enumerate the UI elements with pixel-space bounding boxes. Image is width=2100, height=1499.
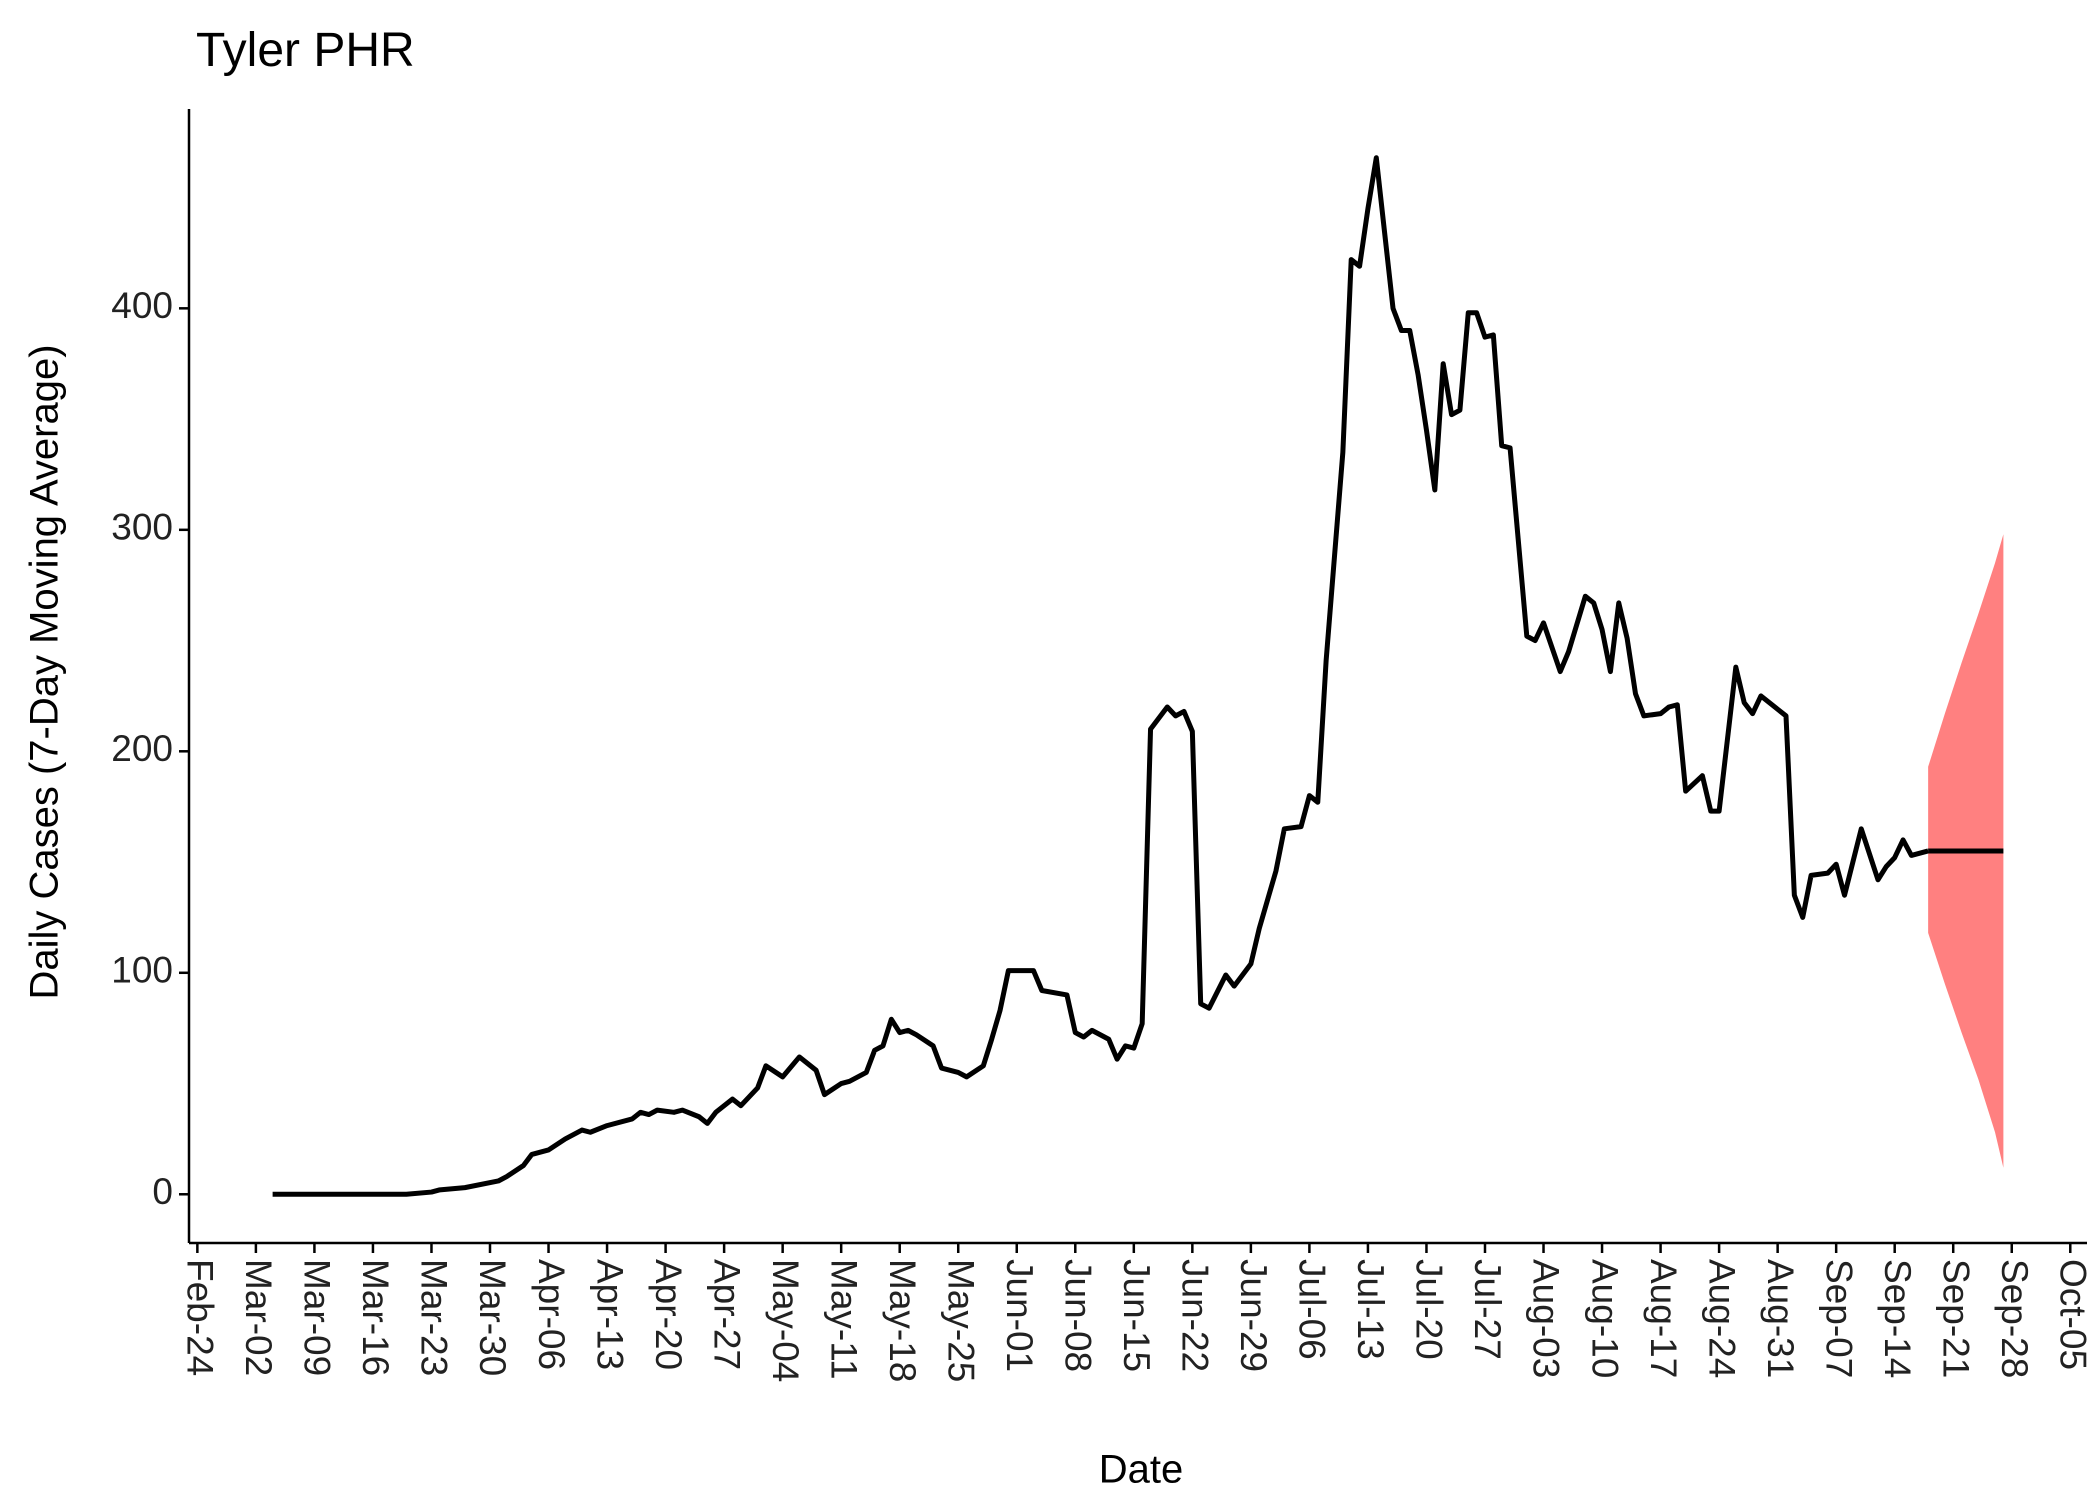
- x-tick-label: Jul-06: [1292, 1259, 1333, 1360]
- x-tick-label: Aug-24: [1701, 1259, 1742, 1378]
- x-tick-label: Sep-14: [1877, 1259, 1918, 1378]
- y-axis-title: Daily Cases (7-Day Moving Average): [23, 344, 67, 999]
- y-tick-label: 200: [111, 728, 173, 769]
- y-tick-label: 400: [111, 285, 173, 326]
- x-tick-label: Aug-03: [1526, 1259, 1567, 1378]
- x-tick-label: Jul-27: [1467, 1259, 1508, 1360]
- x-tick-label: Mar-16: [355, 1259, 396, 1376]
- x-tick-label: Mar-02: [238, 1259, 279, 1376]
- x-tick-label: Oct-05: [2052, 1259, 2093, 1370]
- x-tick-label: Jul-20: [1409, 1259, 1450, 1360]
- x-tick-label: Sep-07: [1818, 1259, 1859, 1378]
- x-tick-label: May-04: [765, 1259, 806, 1382]
- x-tick-label: May-18: [882, 1259, 923, 1382]
- x-tick-label: Aug-10: [1584, 1259, 1625, 1378]
- x-tick-label: May-11: [823, 1259, 864, 1380]
- x-tick-label: Sep-28: [1994, 1259, 2035, 1378]
- x-tick-label: Mar-09: [297, 1259, 338, 1376]
- x-tick-label: Jun-22: [1175, 1259, 1216, 1372]
- x-tick-label: Jun-01: [999, 1259, 1040, 1372]
- x-tick-label: Jun-29: [1233, 1259, 1274, 1372]
- data-line: [272, 155, 1929, 1197]
- x-tick-label: Aug-31: [1760, 1259, 1801, 1378]
- x-tick-label: Mar-23: [414, 1259, 455, 1376]
- x-tick-label: Jun-08: [1058, 1259, 1099, 1372]
- x-tick-label: Mar-30: [472, 1259, 513, 1376]
- y-tick-label: 100: [111, 950, 173, 991]
- x-tick-label: Apr-20: [648, 1259, 689, 1370]
- x-tick-label: Feb-24: [180, 1259, 221, 1376]
- y-tick-label: 0: [152, 1171, 173, 1212]
- x-tick-label: Sep-21: [1935, 1259, 1976, 1378]
- x-tick-label: Apr-27: [706, 1259, 747, 1370]
- x-axis-title: Date: [1099, 1448, 1184, 1492]
- x-tick-label: Jun-15: [1116, 1259, 1157, 1372]
- x-tick-label: Apr-13: [589, 1259, 630, 1370]
- y-tick-label: 300: [111, 507, 173, 548]
- x-tick-label: Aug-17: [1643, 1259, 1684, 1378]
- x-tick-label: Jul-13: [1350, 1259, 1391, 1360]
- chart-title: Tyler PHR: [196, 24, 415, 77]
- x-tick-label: May-25: [940, 1259, 981, 1382]
- x-tick-label: Apr-06: [531, 1259, 572, 1370]
